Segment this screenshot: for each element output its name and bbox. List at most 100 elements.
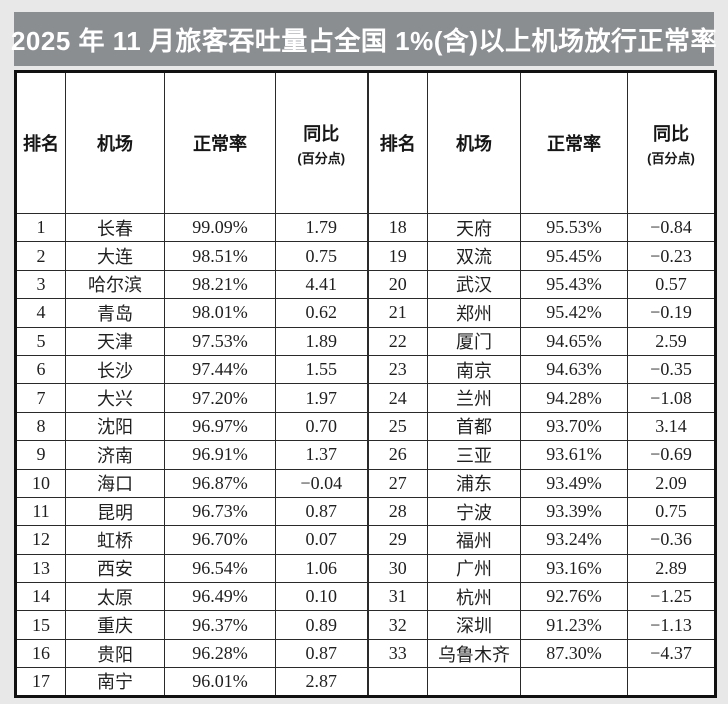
rate-cell: 97.20% <box>164 383 276 413</box>
rank-cell: 5 <box>15 326 66 356</box>
yoy-cell: 1.89 <box>275 326 368 356</box>
table-row: 10 海口 96.87% −0.04 27 浦东 93.49% 2.09 <box>15 468 716 498</box>
yoy-cell: 1.79 <box>275 212 368 243</box>
rate-cell: 94.65% <box>520 326 628 356</box>
rate-cell: 93.24% <box>520 525 628 555</box>
table-row: 12 虹桥 96.70% 0.07 29 福州 93.24% −0.36 <box>15 525 716 555</box>
airport-cell: 海口 <box>65 468 165 498</box>
rate-cell: 96.37% <box>164 610 276 640</box>
yoy-cell: −0.19 <box>627 298 716 328</box>
table-row: 9 济南 96.91% 1.37 26 三亚 93.61% −0.69 <box>15 440 716 470</box>
table-row: 16 贵阳 96.28% 0.87 33 乌鲁木齐 87.30% −4.37 <box>15 638 716 669</box>
airport-cell: 虹桥 <box>65 525 165 555</box>
airport-cell: 浦东 <box>427 468 521 498</box>
airport-cell: 哈尔滨 <box>65 269 165 300</box>
rank-cell: 23 <box>366 354 428 385</box>
header-rate-left: 正常率 <box>164 71 276 214</box>
airport-cell: 武汉 <box>427 269 521 300</box>
airport-cell: 福州 <box>427 525 521 555</box>
yoy-cell: 3.14 <box>627 411 716 442</box>
header-airport-right: 机场 <box>427 71 521 214</box>
rate-cell: 95.53% <box>520 212 628 243</box>
table-row: 17 南宁 96.01% 2.87 <box>15 667 716 697</box>
header-row: 排名 机场 正常率 同比 (百分点) 排名 机场 正常率 同比 (百分点) <box>15 71 716 214</box>
rank-cell: 18 <box>366 212 428 243</box>
rank-cell <box>366 667 428 697</box>
rate-cell: 96.49% <box>164 582 276 612</box>
rank-cell: 6 <box>15 354 66 385</box>
table-row: 7 大兴 97.20% 1.97 24 兰州 94.28% −1.08 <box>15 383 716 413</box>
airport-cell: 天府 <box>427 212 521 243</box>
yoy-cell: −1.13 <box>627 610 716 640</box>
rate-cell: 97.44% <box>164 354 276 385</box>
table-row: 14 太原 96.49% 0.10 31 杭州 92.76% −1.25 <box>15 582 716 612</box>
airport-cell: 长春 <box>65 212 165 243</box>
airport-cell: 广州 <box>427 553 521 584</box>
rate-cell: 96.54% <box>164 553 276 584</box>
rate-cell: 93.61% <box>520 440 628 470</box>
rank-cell: 19 <box>366 241 428 271</box>
rank-cell: 4 <box>15 298 66 328</box>
yoy-cell: −1.25 <box>627 582 716 612</box>
airport-cell: 济南 <box>65 440 165 470</box>
airport-cell: 重庆 <box>65 610 165 640</box>
yoy-cell: 0.87 <box>275 638 368 669</box>
yoy-cell: 0.75 <box>627 496 716 527</box>
yoy-cell: −4.37 <box>627 638 716 669</box>
rank-cell: 17 <box>15 667 66 697</box>
table-row: 2 大连 98.51% 0.75 19 双流 95.45% −0.23 <box>15 241 716 271</box>
yoy-cell: 2.89 <box>627 553 716 584</box>
rate-cell: 94.63% <box>520 354 628 385</box>
table-row: 11 昆明 96.73% 0.87 28 宁波 93.39% 0.75 <box>15 496 716 527</box>
airport-cell: 宁波 <box>427 496 521 527</box>
yoy-cell: 1.55 <box>275 354 368 385</box>
rate-cell: 99.09% <box>164 212 276 243</box>
rate-cell: 96.28% <box>164 638 276 669</box>
airport-cell: 西安 <box>65 553 165 584</box>
rank-cell: 1 <box>15 212 66 243</box>
rate-cell: 97.53% <box>164 326 276 356</box>
yoy-cell: 2.87 <box>275 667 368 697</box>
rate-cell: 92.76% <box>520 582 628 612</box>
airport-cell: 长沙 <box>65 354 165 385</box>
rank-cell: 27 <box>366 468 428 498</box>
rate-cell: 95.42% <box>520 298 628 328</box>
yoy-cell: −0.69 <box>627 440 716 470</box>
rank-cell: 15 <box>15 610 66 640</box>
rank-cell: 8 <box>15 411 66 442</box>
yoy-cell: 0.89 <box>275 610 368 640</box>
rate-cell: 96.01% <box>164 667 276 697</box>
rate-cell: 87.30% <box>520 638 628 669</box>
rank-cell: 22 <box>366 326 428 356</box>
rank-cell: 29 <box>366 525 428 555</box>
rank-cell: 10 <box>15 468 66 498</box>
rank-cell: 24 <box>366 383 428 413</box>
airport-cell: 南宁 <box>65 667 165 697</box>
header-rate-right: 正常率 <box>520 71 628 214</box>
yoy-cell: −0.84 <box>627 212 716 243</box>
rate-cell: 93.39% <box>520 496 628 527</box>
header-yoy-left: 同比 (百分点) <box>275 71 368 214</box>
airport-cell: 大连 <box>65 241 165 271</box>
rank-cell: 2 <box>15 241 66 271</box>
header-rank-left: 排名 <box>15 71 66 214</box>
yoy-cell: 0.62 <box>275 298 368 328</box>
rate-cell: 98.21% <box>164 269 276 300</box>
rank-cell: 7 <box>15 383 66 413</box>
header-yoy-note: (百分点) <box>647 150 695 166</box>
header-yoy-note: (百分点) <box>297 150 346 166</box>
rate-cell: 98.51% <box>164 241 276 271</box>
header-rank-right: 排名 <box>366 71 428 214</box>
yoy-cell: 0.70 <box>275 411 368 442</box>
yoy-cell: −0.23 <box>627 241 716 271</box>
rank-cell: 33 <box>366 638 428 669</box>
rank-cell: 13 <box>15 553 66 584</box>
rate-cell: 96.97% <box>164 411 276 442</box>
rate-cell: 94.28% <box>520 383 628 413</box>
airport-cell: 昆明 <box>65 496 165 527</box>
rate-cell: 96.73% <box>164 496 276 527</box>
rank-cell: 21 <box>366 298 428 328</box>
airport-cell: 乌鲁木齐 <box>427 638 521 669</box>
